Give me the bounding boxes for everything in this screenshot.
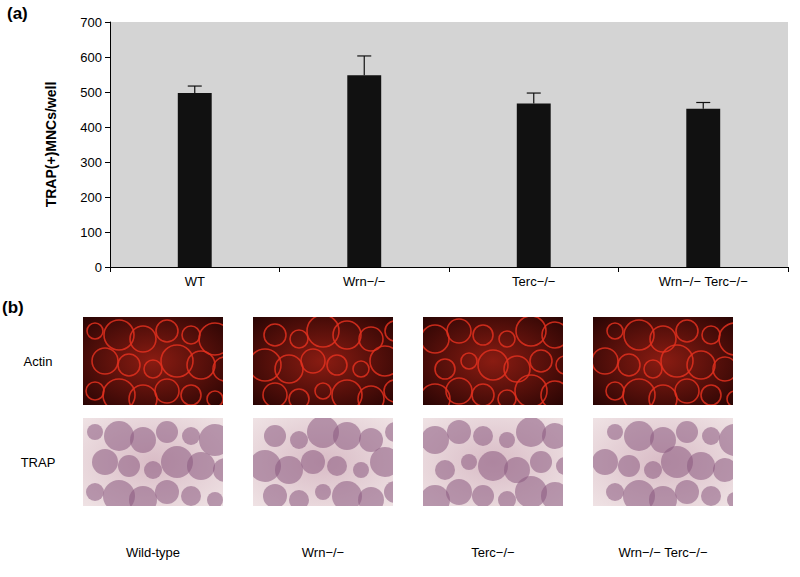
svg-text:Wrn−/−: Wrn−/− — [302, 545, 344, 560]
svg-text:Wrn−/− Terc−/−: Wrn−/− Terc−/− — [659, 274, 748, 289]
svg-text:(b): (b) — [2, 298, 24, 317]
svg-text:100: 100 — [80, 225, 102, 240]
svg-text:Wrn−/− Terc−/−: Wrn−/− Terc−/− — [618, 545, 707, 560]
svg-text:Wild-type: Wild-type — [126, 545, 180, 560]
svg-text:500: 500 — [80, 85, 102, 100]
svg-text:Wrn−/−: Wrn−/− — [343, 274, 385, 289]
svg-text:WT: WT — [185, 274, 205, 289]
svg-text:TRAP(+)MNCs/well: TRAP(+)MNCs/well — [43, 82, 59, 208]
svg-text:Terc−/−: Terc−/− — [512, 274, 555, 289]
svg-text:Actin: Actin — [24, 354, 53, 369]
svg-text:Terc−/−: Terc−/− — [471, 545, 514, 560]
svg-text:TRAP: TRAP — [21, 455, 56, 470]
svg-text:0: 0 — [95, 260, 102, 275]
svg-text:200: 200 — [80, 190, 102, 205]
svg-text:400: 400 — [80, 120, 102, 135]
svg-text:(a): (a) — [7, 4, 28, 23]
svg-text:300: 300 — [80, 155, 102, 170]
svg-text:700: 700 — [80, 15, 102, 30]
svg-text:600: 600 — [80, 50, 102, 65]
